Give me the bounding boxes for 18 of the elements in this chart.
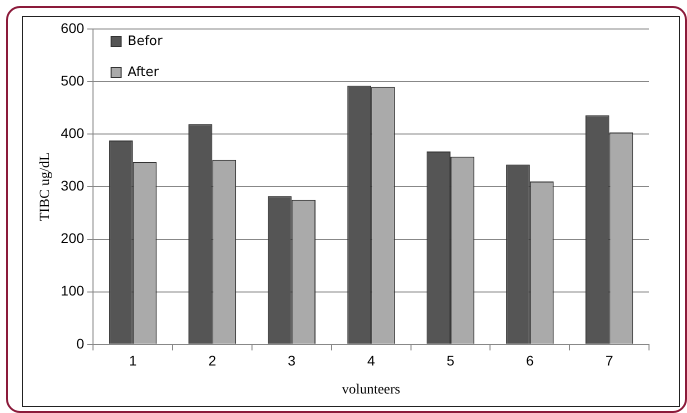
x-tick-label: 7	[605, 352, 614, 369]
x-tick-label: 1	[128, 352, 137, 369]
y-tick-label: 0	[76, 335, 84, 352]
x-tick-label: 2	[208, 352, 216, 369]
legend-label: Befor	[128, 34, 164, 49]
x-tick-label: 4	[367, 352, 376, 369]
y-tick-label: 500	[60, 72, 84, 88]
x-tick-label: 5	[446, 352, 455, 369]
y-tick-label: 400	[60, 124, 84, 141]
legend-label: After	[128, 64, 160, 80]
y-tick-label: 600	[60, 20, 84, 36]
y-tick-label: 100	[60, 282, 84, 299]
y-axis-title: TIBC ug/dL	[38, 152, 54, 222]
y-tick-label: 200	[60, 230, 84, 246]
y-tick-label: 300	[60, 178, 84, 194]
x-axis-title: volunteers	[342, 382, 400, 398]
x-tick-label: 6	[526, 352, 534, 369]
x-tick-label: 3	[288, 352, 296, 369]
